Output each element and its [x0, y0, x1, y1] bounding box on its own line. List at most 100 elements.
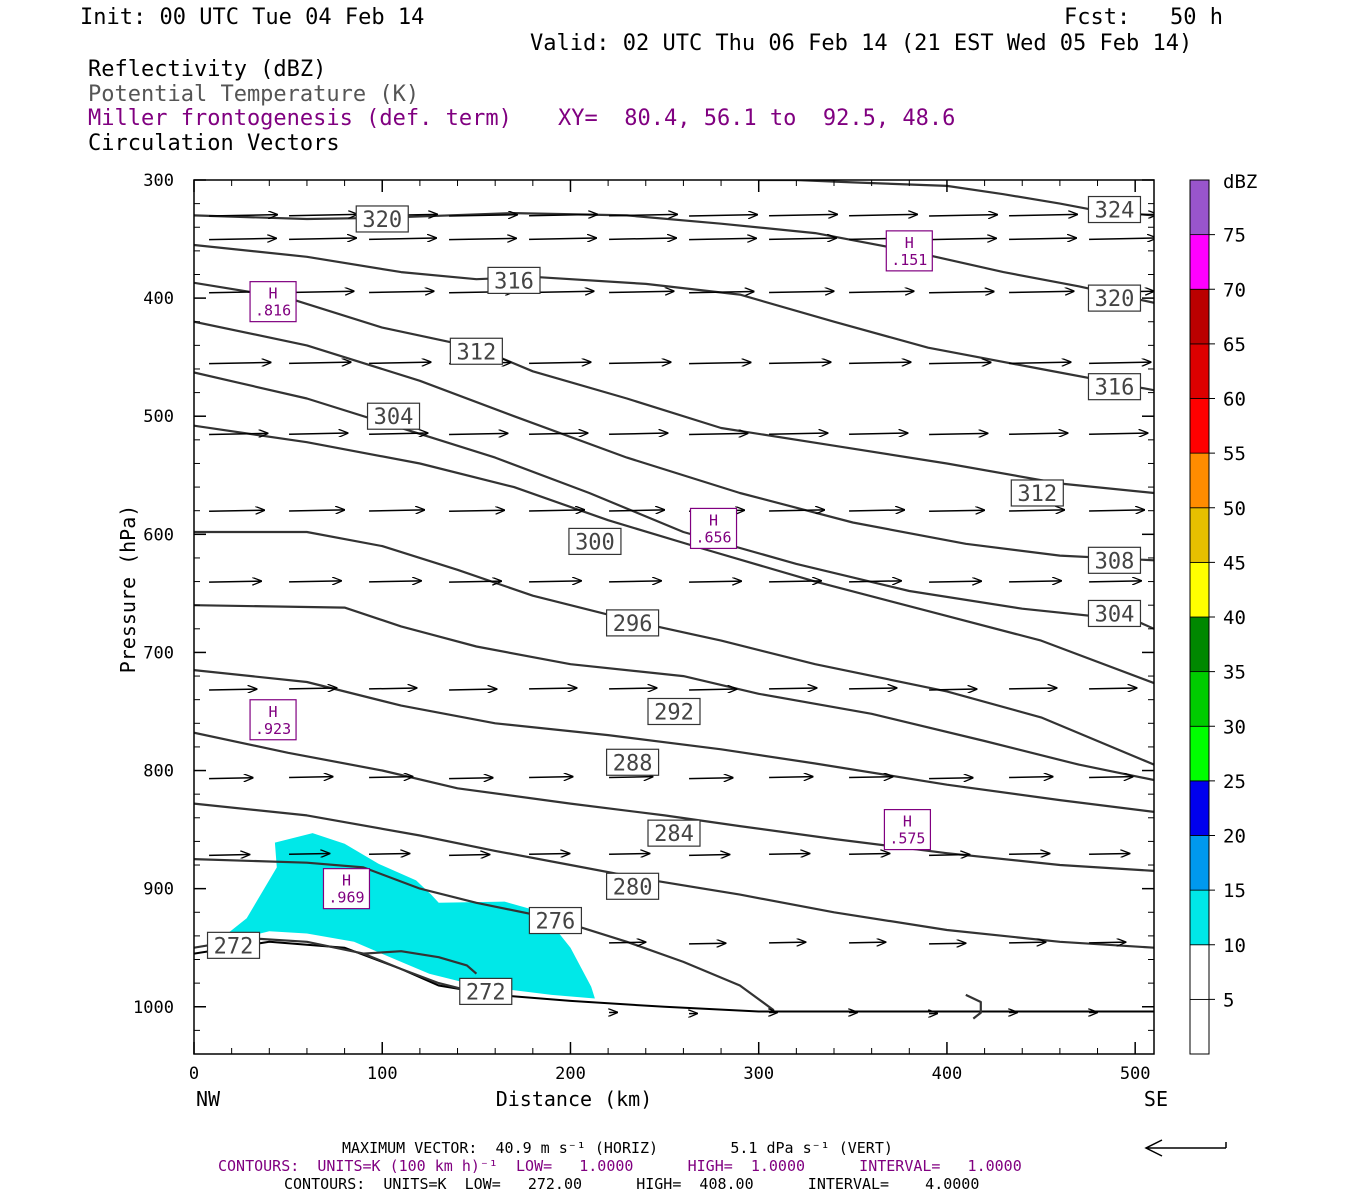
circulation-vector: [609, 581, 661, 582]
contour-label-box: [366, 402, 421, 430]
contour-label-box: [459, 977, 513, 1006]
circulation-vector: [369, 510, 424, 511]
y-axis-title: Pressure (hPa): [116, 505, 140, 674]
theta-contour-308: [194, 320, 1154, 562]
circulation-vector: [929, 855, 969, 856]
circulation-vector: [1089, 433, 1147, 434]
circulation-vector: [1009, 510, 1064, 511]
contour-label-316: 316: [494, 269, 534, 294]
colorbar-label: 55: [1223, 443, 1246, 465]
theta-contour-276: [194, 858, 775, 1012]
contour-label-284: 284: [654, 822, 694, 847]
circulation-vector: [209, 855, 249, 856]
circulation-vector: [1009, 581, 1061, 582]
colorbar-label: 50: [1223, 498, 1246, 520]
colorbar-label: 30: [1223, 716, 1246, 738]
circulation-vector: [449, 510, 504, 511]
y-tick-label: 1000: [133, 998, 174, 1018]
footer-max-vector: MAXIMUM VECTOR: 40.9 m s⁻¹ (HORIZ) 5.1 d…: [342, 1139, 893, 1157]
contour-label-312: 312: [456, 340, 496, 365]
contour-label-272: 272: [214, 934, 254, 959]
field-theta: Potential Temperature (K): [88, 82, 420, 107]
colorbar-bin: [1189, 889, 1210, 946]
contour-label-320: 320: [1095, 287, 1135, 312]
circulation-vector: [1089, 362, 1151, 363]
circulation-vector: [929, 433, 987, 434]
circulation-vector: [689, 215, 757, 216]
circulation-vector: [289, 688, 336, 689]
field-frontogenesis: Miller frontogenesis (def. term): [88, 106, 512, 131]
frontogenesis-max-h: H: [269, 703, 278, 721]
contour-label-308: 308: [1095, 549, 1135, 574]
circulation-vector: [849, 214, 917, 215]
colorbar-label: 75: [1223, 225, 1246, 247]
circulation-vector: [769, 942, 805, 943]
terrain-line: [194, 940, 1154, 1013]
frontogenesis-max-box: [249, 281, 297, 323]
theta-contour-288: [194, 669, 1154, 813]
contour-label-box: [568, 527, 622, 556]
circulation-vector: [369, 853, 409, 854]
y-tick-label: 400: [143, 289, 174, 309]
colorbar-label: 70: [1223, 279, 1246, 301]
colorbar-label: 40: [1223, 607, 1246, 629]
colorbar-label: 25: [1223, 771, 1246, 793]
colorbar-bin: [1189, 398, 1210, 454]
circulation-vector: [1009, 777, 1053, 778]
x-tick-label: 400: [932, 1064, 963, 1084]
valid-label: Valid: 02 UTC Thu 06 Feb 14 (21 EST Wed …: [530, 31, 1193, 56]
circulation-vector: [529, 688, 576, 689]
colorbar-bin: [1189, 780, 1210, 836]
frontogenesis-max-box: [883, 808, 932, 851]
circulation-vector: [929, 689, 976, 690]
colorbar-label: 10: [1223, 935, 1246, 957]
contour-label-box: [355, 205, 409, 233]
circulation-vector: [689, 581, 741, 582]
colorbar-bin: [1189, 725, 1210, 782]
circulation-vector: [449, 238, 516, 239]
xy-coordinates: XY= 80.4, 56.1 to 92.5, 48.6: [558, 106, 956, 131]
colorbar-bin: [1189, 288, 1210, 345]
circulation-vector: [689, 855, 729, 856]
contour-label-box: [605, 872, 660, 900]
circulation-vector: [1009, 688, 1056, 689]
circulation-vector: [689, 689, 736, 690]
circulation-vector: [1009, 362, 1071, 363]
endpoint-left: NW: [196, 1087, 221, 1111]
circulation-vector: [689, 362, 751, 363]
x-tick-label: 200: [555, 1064, 586, 1084]
contour-labels: 324 320 320 316 316 312 312 304 308 304 300 296 292 2…: [206, 195, 1142, 1006]
circulation-vector: [369, 433, 427, 434]
circulation-vector: [609, 362, 671, 363]
circulation-vector: [1089, 777, 1133, 778]
circulation-vector: [689, 238, 756, 239]
circulation-vector: [209, 510, 264, 511]
circulation-vector: [609, 942, 645, 943]
theta-contour-292: [194, 604, 1154, 782]
y-tick-label: 900: [143, 880, 174, 900]
circulation-vector: [289, 238, 356, 239]
colorbar-label: 35: [1223, 662, 1246, 684]
circulation-vector: [529, 510, 584, 511]
footer-contours-frontogenesis: CONTOURS: UNITS=K (100 km h)⁻¹ LOW= 1.00…: [218, 1157, 1022, 1175]
field-reflectivity: Reflectivity (dBZ): [88, 57, 327, 82]
circulation-vector: [849, 581, 901, 582]
circulation-vector: [449, 581, 501, 582]
circulation-vector: [449, 689, 496, 690]
colorbar-bin: [1189, 507, 1210, 563]
colorbar-bin: [1189, 671, 1210, 727]
contour-label-288: 288: [613, 751, 653, 776]
contour-label-box: [647, 819, 701, 847]
circulation-vector: [1089, 510, 1144, 511]
contour-label-304: 304: [1095, 602, 1135, 627]
colorbar-bin: [1189, 561, 1210, 618]
contour-label-box: [487, 266, 541, 294]
circulation-vector: [529, 238, 596, 239]
theta-contour-304: [194, 371, 1154, 630]
circulation-vector: [289, 291, 354, 292]
contour-label-292: 292: [654, 700, 694, 725]
circulation-vector: [769, 291, 834, 292]
x-tick-label: 500: [1120, 1064, 1151, 1084]
colorbar-label: 60: [1223, 389, 1246, 411]
circulation-vector: [849, 777, 893, 778]
